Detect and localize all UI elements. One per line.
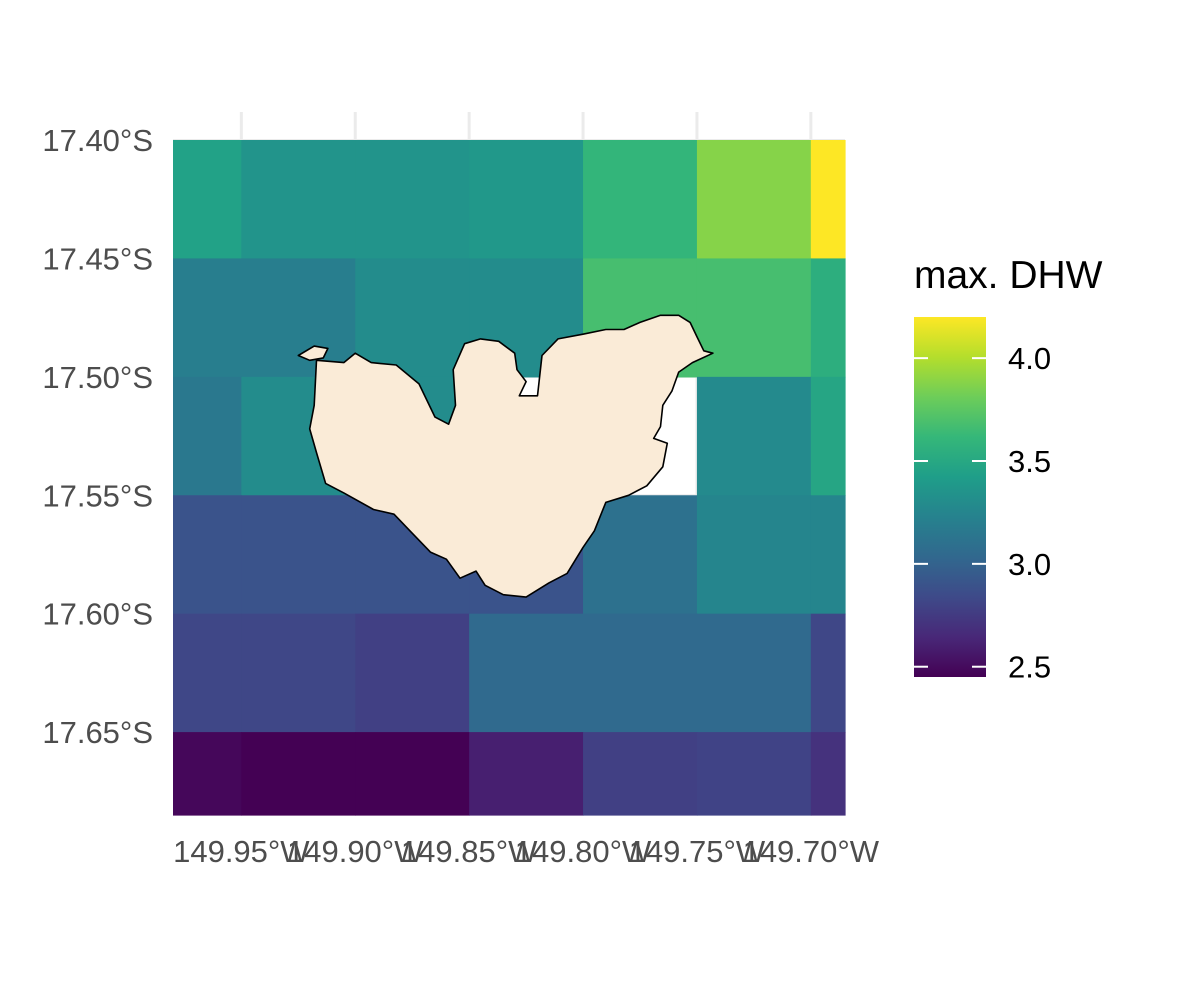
dhw-cell: [241, 258, 356, 378]
x-tick-label: 149.95°W: [173, 834, 310, 869]
dhw-cell: [173, 495, 242, 615]
dhw-cell: [241, 732, 356, 816]
x-axis: 149.95°W149.90°W149.85°W149.80°W149.75°W…: [173, 834, 880, 869]
dhw-cell: [810, 613, 846, 733]
dhw-cell: [355, 258, 470, 378]
y-tick-label: 17.50°S: [42, 360, 153, 395]
colorbar: [914, 317, 986, 677]
dhw-cell: [241, 495, 356, 615]
colorbar-tick-label: 4.0: [1008, 341, 1051, 376]
colorbar-ticks: 2.5 3.0 3.5 4.0: [914, 341, 1051, 685]
y-tick-label: 17.55°S: [42, 478, 153, 513]
dhw-cell: [696, 376, 812, 496]
dhw-cell: [696, 140, 812, 260]
x-tick-label: 149.85°W: [401, 834, 538, 869]
islet: [297, 345, 329, 362]
dhw-cell: [241, 613, 356, 733]
dhw-cell: [173, 376, 242, 496]
dhw-cell: [173, 732, 242, 816]
dhw-cell: [173, 258, 242, 378]
dhw-cell: [583, 495, 698, 615]
dhw-cell: [696, 495, 812, 615]
dhw-cell: [355, 732, 470, 816]
y-tick-label: 17.40°S: [42, 123, 153, 158]
y-axis: 17.40°S 17.45°S 17.50°S 17.55°S 17.60°S 17.65…: [42, 123, 153, 750]
dhw-cell: [355, 140, 470, 260]
dhw-cell: [810, 732, 846, 816]
dhw-cell: [469, 732, 584, 816]
colorbar-tick-label: 3.5: [1008, 444, 1051, 479]
dhw-cell: [696, 613, 812, 733]
dhw-cell: [810, 258, 846, 378]
y-tick-label: 17.45°S: [42, 241, 153, 276]
x-tick-label: 149.90°W: [287, 834, 424, 869]
y-tick-label: 17.65°S: [42, 715, 153, 750]
x-tick-label: 149.75°W: [629, 834, 766, 869]
dhw-cell: [241, 140, 356, 260]
colorbar-legend: max. DHW 2.5 3.0 3.5 4.0: [914, 254, 1103, 685]
dhw-cell: [583, 732, 698, 816]
island-main: [308, 314, 714, 598]
dhw-cell: [810, 495, 846, 615]
dhw-cell: [810, 140, 846, 260]
dhw-cell: [583, 140, 698, 260]
x-tick-label: 149.80°W: [515, 834, 652, 869]
colorbar-tick-label: 3.0: [1008, 547, 1051, 582]
y-tick-label: 17.60°S: [42, 597, 153, 632]
dhw-cell: [696, 732, 812, 816]
dhw-cell: [810, 376, 846, 496]
dhw-cell: [355, 613, 470, 733]
legend-title: max. DHW: [914, 254, 1103, 297]
dhw-cell: [469, 613, 584, 733]
dhw-cell: [696, 258, 812, 378]
x-tick-label: 149.70°W: [743, 834, 880, 869]
colorbar-tick-label: 2.5: [1008, 650, 1051, 685]
island-land: [297, 314, 714, 598]
dhw-cell: [583, 613, 698, 733]
dhw-cell: [469, 140, 584, 260]
dhw-cell: [173, 140, 242, 260]
dhw-cell: [173, 613, 242, 733]
